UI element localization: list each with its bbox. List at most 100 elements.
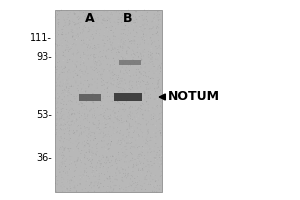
- Point: [138, 103, 142, 106]
- Point: [124, 59, 129, 62]
- Point: [74, 109, 78, 112]
- Point: [82, 112, 87, 116]
- Point: [111, 109, 116, 112]
- Point: [88, 127, 93, 131]
- Point: [146, 9, 151, 12]
- Point: [78, 75, 83, 79]
- Point: [156, 85, 161, 88]
- Point: [134, 33, 139, 36]
- Point: [69, 30, 74, 33]
- Point: [130, 112, 135, 115]
- Point: [69, 155, 74, 158]
- Point: [104, 177, 109, 180]
- Point: [95, 43, 100, 46]
- Point: [143, 72, 148, 75]
- Point: [89, 31, 94, 34]
- Point: [126, 116, 130, 120]
- Point: [117, 159, 122, 162]
- Point: [108, 21, 113, 24]
- Point: [89, 162, 94, 165]
- Point: [137, 145, 142, 148]
- Point: [127, 37, 132, 41]
- Point: [124, 119, 129, 123]
- Point: [109, 76, 113, 80]
- Point: [91, 37, 96, 40]
- Point: [158, 131, 163, 135]
- Point: [91, 101, 95, 104]
- Point: [64, 180, 69, 183]
- Point: [65, 189, 70, 192]
- Point: [158, 88, 163, 91]
- Point: [90, 11, 95, 15]
- Point: [90, 170, 95, 174]
- Point: [120, 154, 125, 157]
- Point: [56, 110, 60, 113]
- Point: [104, 26, 109, 29]
- Point: [54, 107, 59, 110]
- Point: [61, 155, 66, 158]
- Point: [127, 170, 132, 174]
- Point: [56, 179, 60, 182]
- Text: 36-: 36-: [36, 153, 52, 163]
- Point: [116, 90, 121, 93]
- Point: [101, 18, 106, 21]
- Point: [107, 111, 112, 115]
- Point: [61, 120, 66, 123]
- Point: [92, 135, 97, 138]
- Point: [133, 15, 138, 19]
- Point: [98, 163, 103, 167]
- Point: [158, 47, 163, 50]
- Point: [129, 42, 134, 45]
- Point: [87, 189, 92, 192]
- Point: [140, 36, 145, 40]
- Point: [138, 70, 142, 74]
- Point: [127, 83, 132, 86]
- Point: [126, 29, 131, 32]
- Point: [130, 138, 135, 141]
- Point: [107, 44, 112, 47]
- Point: [140, 113, 145, 116]
- Point: [130, 180, 135, 183]
- Point: [120, 179, 124, 182]
- Point: [98, 125, 103, 129]
- Point: [64, 109, 68, 112]
- Point: [67, 129, 72, 132]
- Point: [59, 154, 64, 157]
- Point: [71, 9, 76, 13]
- Point: [57, 84, 62, 87]
- Point: [72, 79, 77, 82]
- Point: [78, 120, 83, 123]
- Point: [86, 159, 91, 162]
- Point: [142, 92, 147, 95]
- Point: [111, 128, 116, 132]
- Point: [156, 167, 161, 170]
- Point: [69, 93, 74, 96]
- Point: [80, 15, 85, 19]
- Point: [90, 181, 94, 184]
- Point: [55, 45, 60, 48]
- Point: [106, 177, 111, 180]
- Point: [98, 132, 103, 135]
- Point: [157, 64, 162, 67]
- Point: [87, 28, 92, 31]
- Point: [119, 16, 124, 19]
- Point: [74, 38, 79, 41]
- Point: [91, 55, 96, 58]
- Point: [105, 10, 110, 14]
- Point: [155, 13, 160, 16]
- Point: [149, 47, 154, 50]
- Point: [112, 63, 117, 66]
- Point: [72, 131, 77, 135]
- Point: [149, 165, 154, 168]
- Point: [147, 108, 152, 111]
- Point: [65, 157, 70, 160]
- Point: [94, 145, 98, 148]
- Point: [61, 91, 65, 95]
- Point: [61, 51, 66, 54]
- Point: [131, 58, 136, 62]
- Point: [152, 159, 157, 162]
- Point: [101, 104, 106, 107]
- Point: [141, 132, 146, 135]
- Point: [77, 126, 82, 129]
- Point: [108, 118, 112, 122]
